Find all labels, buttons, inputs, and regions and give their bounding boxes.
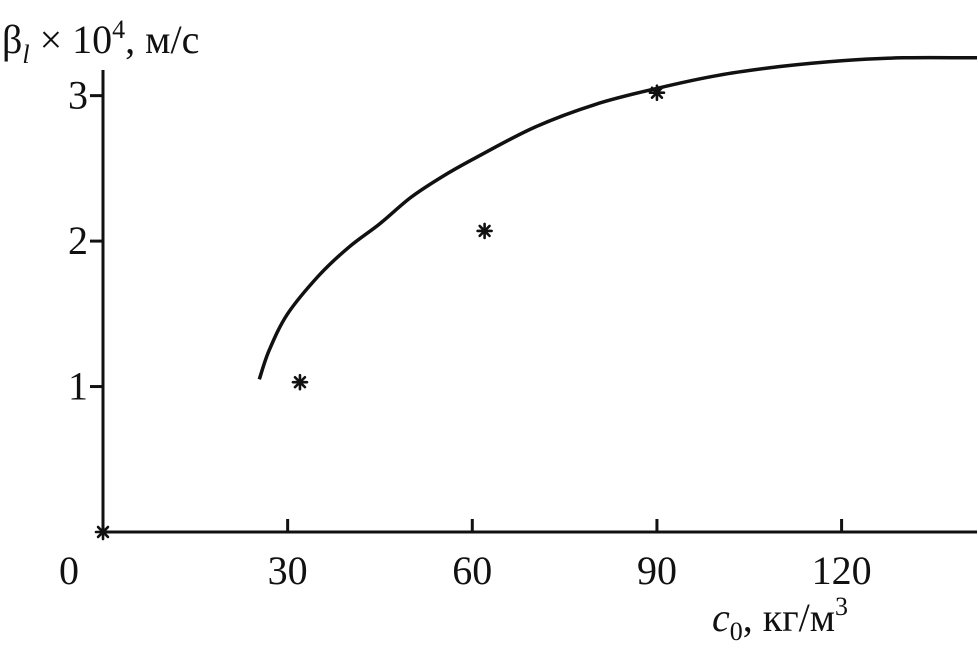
y-ticks: 1 2 3 [68,73,103,409]
y-axis-exponent: 4 [112,15,125,44]
x-axis-title: c0, кг/м3 [712,592,848,646]
axes [101,70,977,534]
data-point [648,84,666,102]
y-axis-unit: , м/с [125,17,199,62]
y-tick-label: 1 [68,364,88,409]
fit-curve [257,55,978,380]
origin-label: 0 [59,548,79,593]
x-tick-label: 60 [452,548,492,593]
x-axis-unit: , кг/м [743,595,835,640]
x-tick-label: 30 [268,548,308,593]
x-ticks: 30 60 90 120 [268,519,872,593]
y-axis-subscript: l [22,40,29,69]
y-axis-title: βl × 104, м/с [2,15,199,69]
y-tick-label: 3 [68,73,88,118]
data-markers [94,84,666,541]
data-point [476,222,493,240]
y-tick-label: 2 [68,218,88,263]
x-axis-exponent: 3 [835,592,848,621]
x-axis-subscript: 0 [730,617,743,646]
x-axis-symbol: c [712,595,730,640]
x-tick-label: 90 [637,548,677,593]
y-axis-symbol: β [2,17,22,62]
data-point [291,373,309,391]
data-point [94,523,112,541]
x-tick-label: 120 [812,548,872,593]
y-axis-multiplier: × 10 [30,17,113,62]
